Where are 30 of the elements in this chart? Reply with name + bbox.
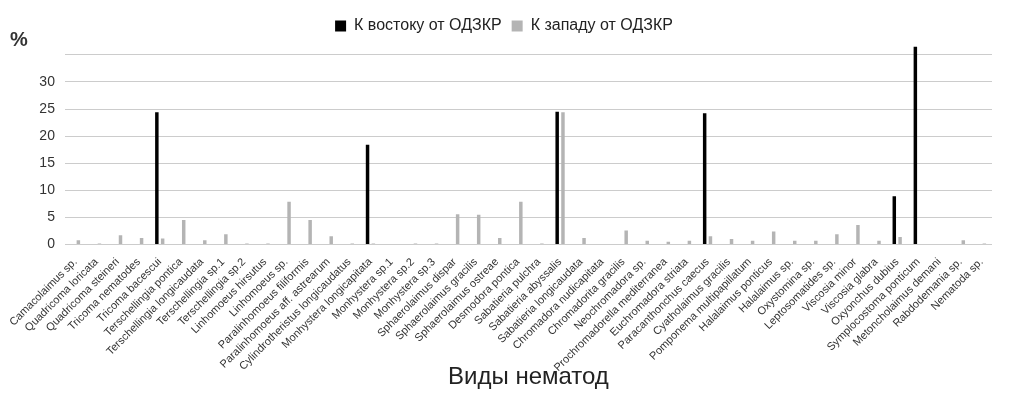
bar [582,237,586,244]
bar [835,234,839,244]
y-tick-label: 0 [47,235,56,252]
bar [961,240,966,244]
bar [224,234,228,244]
bar [624,230,628,244]
bar [856,224,860,244]
bar [814,240,818,244]
bar [329,236,333,244]
legend-label: К западу от ОДЗКР [530,16,673,34]
y-tick-label: 15 [39,154,56,171]
bar [287,201,291,244]
bar [519,201,523,244]
legend-label: К востоку от ОДЗКР [354,16,502,34]
bar [118,235,123,244]
bar [203,240,207,244]
bar [155,112,159,244]
y-axis-title: % [10,27,28,50]
bar [877,240,881,244]
bar [771,231,776,244]
bar [555,111,559,244]
bar [308,220,312,244]
y-tick-label: 20 [39,126,56,143]
bar [898,236,902,244]
bar [76,240,81,244]
y-tick-label: 5 [47,208,56,225]
y-tick-label: 25 [39,99,56,116]
bar [561,112,565,244]
y-tick-label: 30 [39,72,56,89]
y-tick-label: 10 [39,181,56,198]
